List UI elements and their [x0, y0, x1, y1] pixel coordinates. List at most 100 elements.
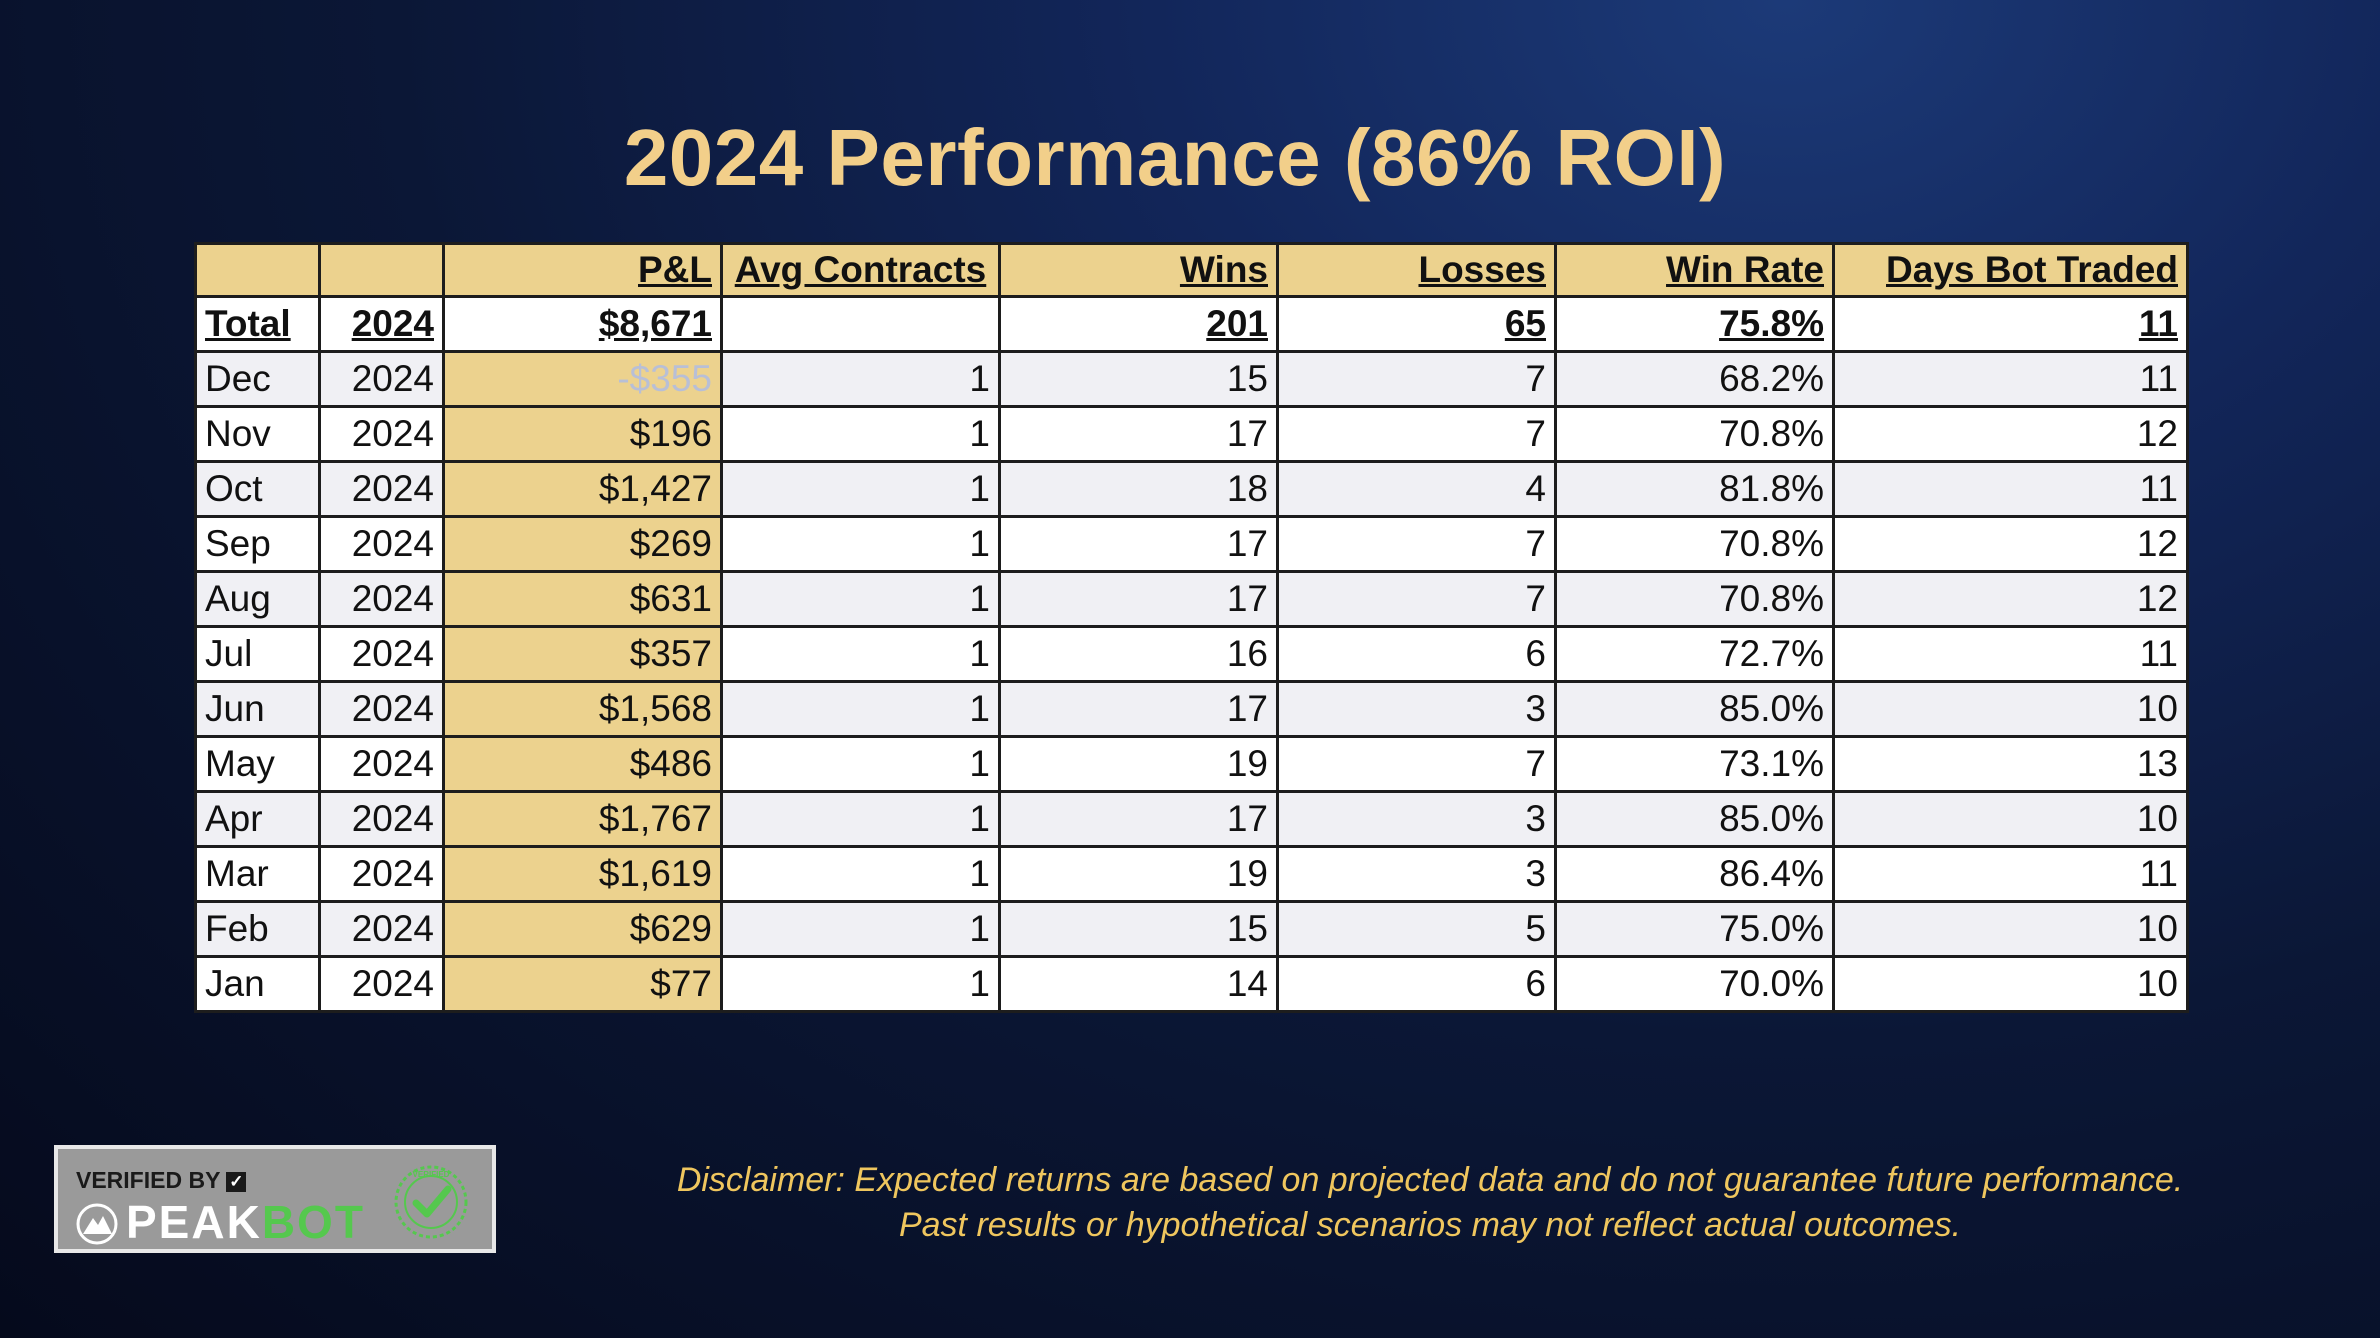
cell-pl: $631 — [442, 570, 723, 628]
cell-avg-contracts: 1 — [720, 955, 1001, 1013]
cell-win-rate: 70.0% — [1554, 955, 1835, 1013]
cell-wins: 17 — [998, 515, 1279, 573]
cell-year: 2024 — [318, 735, 445, 793]
cell-wins: 17 — [998, 405, 1279, 463]
cell-pl: $269 — [442, 515, 723, 573]
cell-avg-contracts: 1 — [720, 900, 1001, 958]
cell-avg-contracts: 1 — [720, 570, 1001, 628]
cell-days: 11 — [1832, 625, 2189, 683]
cell-days: 10 — [1832, 790, 2189, 848]
table-row: Dec 2024 -$355 1 15 7 68.2% 11 — [194, 350, 2189, 408]
disclaimer: Disclaimer: Expected returns are based o… — [600, 1158, 2260, 1248]
cell-year: 2024 — [318, 350, 445, 408]
cell-month: Jun — [194, 680, 321, 738]
disclaimer-line-1: Disclaimer: Expected returns are based o… — [676, 1161, 2184, 1199]
cell-wins: 18 — [998, 460, 1279, 518]
table-row: Jan 2024 $77 1 14 6 70.0% 10 — [194, 955, 2189, 1013]
cell-avg-contracts: 1 — [720, 845, 1001, 903]
total-pl: $8,671 — [442, 295, 723, 353]
checkbox-icon: ✓ — [226, 1172, 247, 1192]
cell-wins: 17 — [998, 570, 1279, 628]
cell-year: 2024 — [318, 900, 445, 958]
cell-year: 2024 — [318, 405, 445, 463]
cell-wins: 19 — [998, 735, 1279, 793]
total-days: 11 — [1832, 295, 2189, 353]
cell-avg-contracts: 1 — [720, 460, 1001, 518]
cell-wins: 19 — [998, 845, 1279, 903]
cell-days: 13 — [1832, 735, 2189, 793]
page-title: 2024 Performance (86% ROI) — [623, 113, 1727, 202]
total-losses: 65 — [1276, 295, 1557, 353]
cell-win-rate: 86.4% — [1554, 845, 1835, 903]
cell-year: 2024 — [318, 570, 445, 628]
cell-days: 10 — [1832, 955, 2189, 1013]
cell-avg-contracts: 1 — [720, 350, 1001, 408]
cell-pl: $196 — [442, 405, 723, 463]
total-row: Total 2024 $8,671 201 65 75.8% 11 — [194, 295, 2189, 353]
cell-year: 2024 — [318, 515, 445, 573]
cell-losses: 7 — [1276, 350, 1557, 408]
cell-avg-contracts: 1 — [720, 405, 1001, 463]
table-row: Oct 2024 $1,427 1 18 4 81.8% 11 — [194, 460, 2189, 518]
cell-month: Nov — [194, 405, 321, 463]
header-wins: Wins — [998, 242, 1279, 298]
table-row: May 2024 $486 1 19 7 73.1% 13 — [194, 735, 2189, 793]
cell-year: 2024 — [318, 680, 445, 738]
cell-year: 2024 — [318, 790, 445, 848]
header-days-bot-traded: Days Bot Traded — [1832, 242, 2189, 298]
total-wins: 201 — [998, 295, 1279, 353]
cell-win-rate: 81.8% — [1554, 460, 1835, 518]
cell-pl: $629 — [442, 900, 723, 958]
cell-wins: 17 — [998, 790, 1279, 848]
cell-losses: 4 — [1276, 460, 1557, 518]
cell-losses: 5 — [1276, 900, 1557, 958]
cell-win-rate: 75.0% — [1554, 900, 1835, 958]
cell-win-rate: 85.0% — [1554, 680, 1835, 738]
verified-by-label: VERIFIED BY ✓ — [76, 1167, 247, 1194]
cell-days: 10 — [1832, 900, 2189, 958]
cell-month: Jul — [194, 625, 321, 683]
cell-pl: $1,619 — [442, 845, 723, 903]
cell-losses: 7 — [1276, 405, 1557, 463]
cell-year: 2024 — [318, 460, 445, 518]
total-win-rate: 75.8% — [1554, 295, 1835, 353]
cell-days: 12 — [1832, 515, 2189, 573]
cell-days: 10 — [1832, 680, 2189, 738]
header-pl: P&L — [442, 242, 723, 298]
table-header-row: P&L Avg Contracts Wins Losses Win Rate D… — [194, 242, 2189, 298]
cell-month: Sep — [194, 515, 321, 573]
brand-wordmark: PEAKBOT — [126, 1195, 365, 1249]
brand-peak: PEAK — [126, 1196, 262, 1248]
cell-year: 2024 — [318, 955, 445, 1013]
header-win-rate: Win Rate — [1554, 242, 1835, 298]
cell-losses: 7 — [1276, 570, 1557, 628]
cell-days: 11 — [1832, 350, 2189, 408]
cell-month: Apr — [194, 790, 321, 848]
cell-year: 2024 — [318, 845, 445, 903]
cell-month: Feb — [194, 900, 321, 958]
total-year: 2024 — [318, 295, 445, 353]
table-row: Mar 2024 $1,619 1 19 3 86.4% 11 — [194, 845, 2189, 903]
cell-pl: -$355 — [442, 350, 723, 408]
total-label: Total — [194, 295, 321, 353]
cell-avg-contracts: 1 — [720, 515, 1001, 573]
cell-wins: 15 — [998, 900, 1279, 958]
mountain-logo-icon — [76, 1203, 118, 1245]
table-row: Feb 2024 $629 1 15 5 75.0% 10 — [194, 900, 2189, 958]
table-row: Apr 2024 $1,767 1 17 3 85.0% 10 — [194, 790, 2189, 848]
cell-win-rate: 68.2% — [1554, 350, 1835, 408]
brand-bot: BOT — [261, 1196, 365, 1248]
verified-seal-icon: VERIFIED — [394, 1165, 468, 1239]
cell-month: Aug — [194, 570, 321, 628]
cell-win-rate: 85.0% — [1554, 790, 1835, 848]
cell-win-rate: 70.8% — [1554, 570, 1835, 628]
cell-avg-contracts: 1 — [720, 790, 1001, 848]
cell-month: Jan — [194, 955, 321, 1013]
header-avg-contracts: Avg Contracts — [720, 242, 1001, 298]
verified-by-text: VERIFIED BY — [76, 1167, 221, 1193]
table-row: Nov 2024 $196 1 17 7 70.8% 12 — [194, 405, 2189, 463]
cell-losses: 7 — [1276, 515, 1557, 573]
cell-win-rate: 72.7% — [1554, 625, 1835, 683]
table-row: Jun 2024 $1,568 1 17 3 85.0% 10 — [194, 680, 2189, 738]
cell-year: 2024 — [318, 625, 445, 683]
